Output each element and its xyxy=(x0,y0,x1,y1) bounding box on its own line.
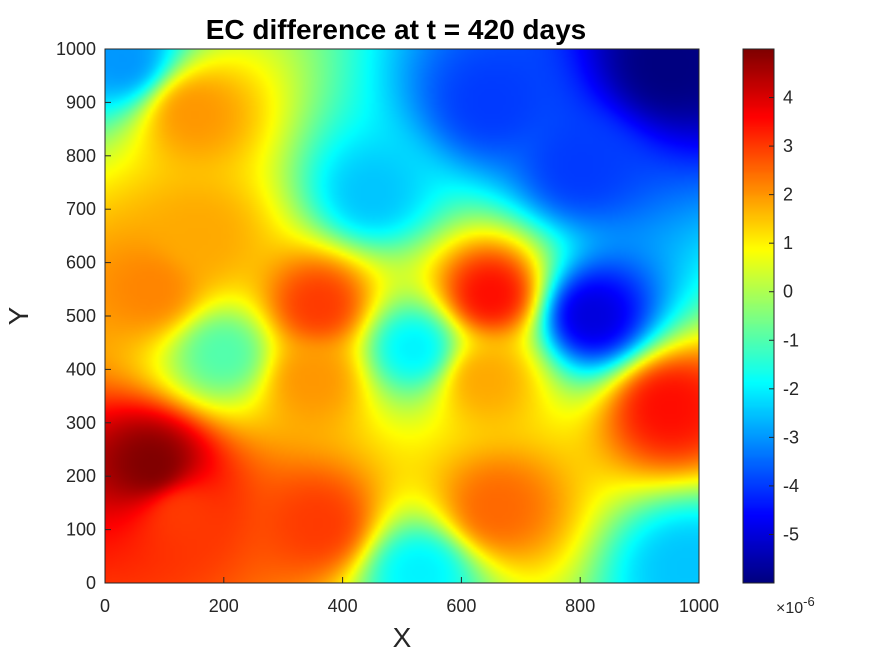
x-axis: 0 200 400 600 800 1000 xyxy=(100,577,719,616)
colorbar-tick-label: 1 xyxy=(783,233,793,253)
y-tick-label: 1000 xyxy=(56,39,96,59)
y-tick-label: 500 xyxy=(66,306,96,326)
y-tick-label: 300 xyxy=(66,413,96,433)
colorbar-tick-label: 2 xyxy=(783,185,793,205)
colorbar-gradient xyxy=(743,49,774,583)
heatmap-field xyxy=(105,49,699,583)
y-tick-label: 600 xyxy=(66,253,96,273)
colorbar-tick-label: -4 xyxy=(783,476,799,496)
x-tick-label: 200 xyxy=(209,596,239,616)
colorbar-tick-label: -3 xyxy=(783,427,799,447)
chart-title: EC difference at t = 420 days xyxy=(206,14,587,45)
colorbar-tick-label: 0 xyxy=(783,282,793,302)
y-tick-label: 700 xyxy=(66,199,96,219)
x-tick-label: 0 xyxy=(100,596,110,616)
colorbar-multiplier: ×10-6 xyxy=(776,594,815,617)
colorbar-tick-label: -5 xyxy=(783,524,799,544)
colorbar-tick-label: -2 xyxy=(783,379,799,399)
x-tick-label: 800 xyxy=(565,596,595,616)
colorbar-tick-label: -1 xyxy=(783,330,799,350)
y-tick-label: 800 xyxy=(66,146,96,166)
colorbar-ticks: -5 -4 -3 -2 -1 0 1 2 3 4 xyxy=(769,88,799,544)
y-axis: 0 100 200 300 400 500 600 700 800 900 1000 xyxy=(56,39,111,593)
y-tick-label: 0 xyxy=(86,573,96,593)
x-axis-label: X xyxy=(393,622,412,653)
y-tick-label: 900 xyxy=(66,92,96,112)
x-tick-label: 400 xyxy=(328,596,358,616)
y-tick-label: 100 xyxy=(66,520,96,540)
colorbar-tick-label: 3 xyxy=(783,136,793,156)
y-tick-label: 400 xyxy=(66,359,96,379)
colorbar-exponent: -6 xyxy=(803,594,815,609)
x-tick-label: 1000 xyxy=(679,596,719,616)
x-tick-label: 600 xyxy=(446,596,476,616)
colorbar-frame xyxy=(742,48,775,584)
plot-area xyxy=(104,48,700,584)
colorbar-tick-label: 4 xyxy=(783,88,793,108)
colorbar: -5 -4 -3 -2 -1 0 1 2 3 4 ×10-6 xyxy=(742,48,815,617)
y-axis-label: Y xyxy=(3,306,34,325)
y-tick-label: 200 xyxy=(66,466,96,486)
